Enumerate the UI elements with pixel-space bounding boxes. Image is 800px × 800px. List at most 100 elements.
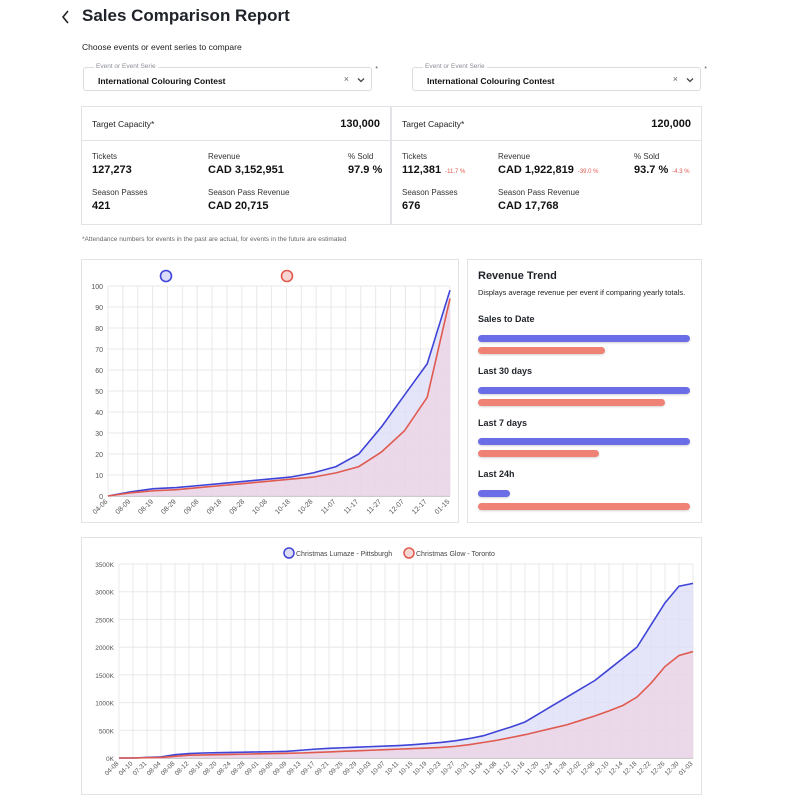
season-pass-revenue-value: CAD 20,715 xyxy=(208,200,269,212)
x-tick-label: 12-06 xyxy=(580,760,597,777)
y-tick-label: 0 xyxy=(99,494,103,501)
y-tick-label: 1000K xyxy=(95,701,114,708)
x-tick-label: 08-29 xyxy=(160,498,178,516)
legend-label: Christmas Glow - Toronto xyxy=(416,551,495,558)
x-tick-label: 10-19 xyxy=(412,760,429,777)
trend-section-label: Last 24h xyxy=(478,469,515,479)
y-tick-label: 0K xyxy=(106,756,115,763)
tickets-stat: Tickets 112,381 -11.7 % xyxy=(402,152,465,176)
tickets-delta: -11.7 % xyxy=(445,169,466,175)
revenue-chart-panel: Christmas Lumaze - Pittsburgh Christmas G… xyxy=(81,537,702,795)
red-series-line xyxy=(119,650,694,759)
y-tick-label: 30 xyxy=(95,431,103,438)
x-tick-label: 12-26 xyxy=(650,760,667,777)
trend-bar-red xyxy=(478,450,599,457)
trend-bar-red xyxy=(478,347,606,354)
season-passes-stat: Season Passes 421 xyxy=(92,188,148,212)
x-tick-label: 01-15 xyxy=(434,498,452,516)
event-select-label: Event or Event Serie xyxy=(94,63,158,70)
clear-icon[interactable]: × xyxy=(343,74,349,84)
x-tick-label: 08-08 xyxy=(160,760,177,777)
legend-label: Christmas Lumaze - Pittsburgh xyxy=(296,551,392,558)
revenue-delta: -39.0 % xyxy=(577,169,599,175)
trend-bar-red xyxy=(478,399,665,406)
tickets-label: Tickets xyxy=(402,152,428,161)
x-tick-label: 09-28 xyxy=(229,498,247,516)
revenue-label: Revenue xyxy=(208,152,241,161)
x-tick-label: 10-08 xyxy=(251,498,269,516)
y-tick-label: 2500K xyxy=(95,617,114,624)
x-tick-label: 12-22 xyxy=(636,760,653,777)
y-tick-label: 70 xyxy=(95,347,103,354)
x-tick-label: 08-20 xyxy=(202,760,219,777)
event-select-left[interactable]: Event or Event Serie International Colou… xyxy=(83,63,378,91)
event-select-right[interactable]: Event or Event Serie International Colou… xyxy=(412,63,707,91)
tickets-number: 112,381 xyxy=(402,164,442,176)
x-tick-label: 09-01 xyxy=(244,760,261,777)
required-marker: * xyxy=(375,66,378,73)
x-tick-label: 08-28 xyxy=(230,760,247,777)
x-tick-label: 08-19 xyxy=(137,498,155,516)
event-select-value: International Colouring Contest xyxy=(98,76,226,86)
x-tick-label: 12-14 xyxy=(608,760,625,777)
x-tick-label: 11-04 xyxy=(468,760,485,777)
season-passes-stat: Season Passes 676 xyxy=(402,188,458,212)
revenue-label: Revenue xyxy=(498,152,531,161)
revenue-trend-panel: Revenue Trend Displays average revenue p… xyxy=(467,259,702,523)
trend-bar-blue xyxy=(478,490,510,497)
trend-section-label: Last 7 days xyxy=(478,418,528,428)
sales-percent-chart-panel: 0 10 20 30 40 50 60 70 80 90 100 04-06 08-09 08-19 08-… xyxy=(81,259,459,523)
x-tick-label: 11-16 xyxy=(510,760,527,777)
attendance-footnote: *Attendance numbers for events in the pa… xyxy=(82,236,347,243)
x-tick-label: 04-06 xyxy=(92,498,110,516)
y-tick-label: 2000K xyxy=(95,645,114,652)
sold-value: 93.7 % -4.3 % xyxy=(634,164,690,176)
page-subtitle: Choose events or event series to compare xyxy=(82,42,242,52)
x-tick-label: 07-31 xyxy=(132,760,149,777)
x-tick-label: 12-02 xyxy=(566,760,583,777)
tickets-value: 112,381 -11.7 % xyxy=(402,164,465,176)
y-tick-label: 3000K xyxy=(95,590,114,597)
chevron-left-icon xyxy=(61,10,69,24)
x-tick-label: 10-27 xyxy=(440,760,457,777)
y-tick-label: 1500K xyxy=(95,673,114,680)
y-tick-label: 20 xyxy=(95,452,103,459)
clear-icon[interactable]: × xyxy=(672,74,678,84)
sold-number: 93.7 % xyxy=(634,164,669,176)
required-marker: * xyxy=(704,66,707,73)
y-tick-label: 100 xyxy=(91,284,103,291)
x-tick-label: 08-09 xyxy=(115,498,133,516)
y-tick-label: 3500K xyxy=(95,562,114,569)
x-tick-label: 10-18 xyxy=(274,498,292,516)
trend-bar-blue xyxy=(478,387,690,394)
season-pass-revenue-label: Season Pass Revenue xyxy=(498,188,580,197)
sold-stat: % Sold 97.9 % xyxy=(348,152,386,176)
x-tick-label: 12-30 xyxy=(664,760,681,777)
x-tick-label: 12-10 xyxy=(594,760,611,777)
legend-swatch-red xyxy=(403,547,415,559)
target-capacity-label: Target Capacity* xyxy=(92,119,155,129)
legend-swatch-blue xyxy=(159,269,173,283)
x-tick-label: 09-25 xyxy=(328,760,345,777)
x-tick-label: 10-03 xyxy=(356,760,373,777)
sold-label: % Sold xyxy=(348,152,374,161)
x-tick-label: 12-07 xyxy=(388,498,406,516)
tickets-number: 127,273 xyxy=(92,164,132,176)
season-pass-revenue-stat: Season Pass Revenue CAD 17,768 xyxy=(498,188,579,212)
x-tick-label: 12-17 xyxy=(411,498,429,516)
x-tick-label: 09-21 xyxy=(314,760,331,777)
x-tick-label: 10-15 xyxy=(398,760,415,777)
chevron-down-icon[interactable] xyxy=(357,77,365,83)
chevron-down-icon[interactable] xyxy=(686,77,694,83)
red-series-area xyxy=(108,298,450,496)
x-tick-label: 08-24 xyxy=(216,760,233,777)
legend-swatch-red xyxy=(280,269,294,283)
chart-legend: Christmas Lumaze - Pittsburgh Christmas G… xyxy=(283,547,495,559)
x-tick-label: 11-07 xyxy=(320,498,337,515)
tickets-stat: Tickets 127,273 xyxy=(92,152,136,176)
target-capacity-value: 130,000 xyxy=(340,118,380,130)
sold-number: 97.9 % xyxy=(348,164,383,176)
back-button[interactable] xyxy=(58,8,72,26)
trend-bar-blue xyxy=(478,335,690,342)
y-tick-label: 10 xyxy=(95,473,103,480)
